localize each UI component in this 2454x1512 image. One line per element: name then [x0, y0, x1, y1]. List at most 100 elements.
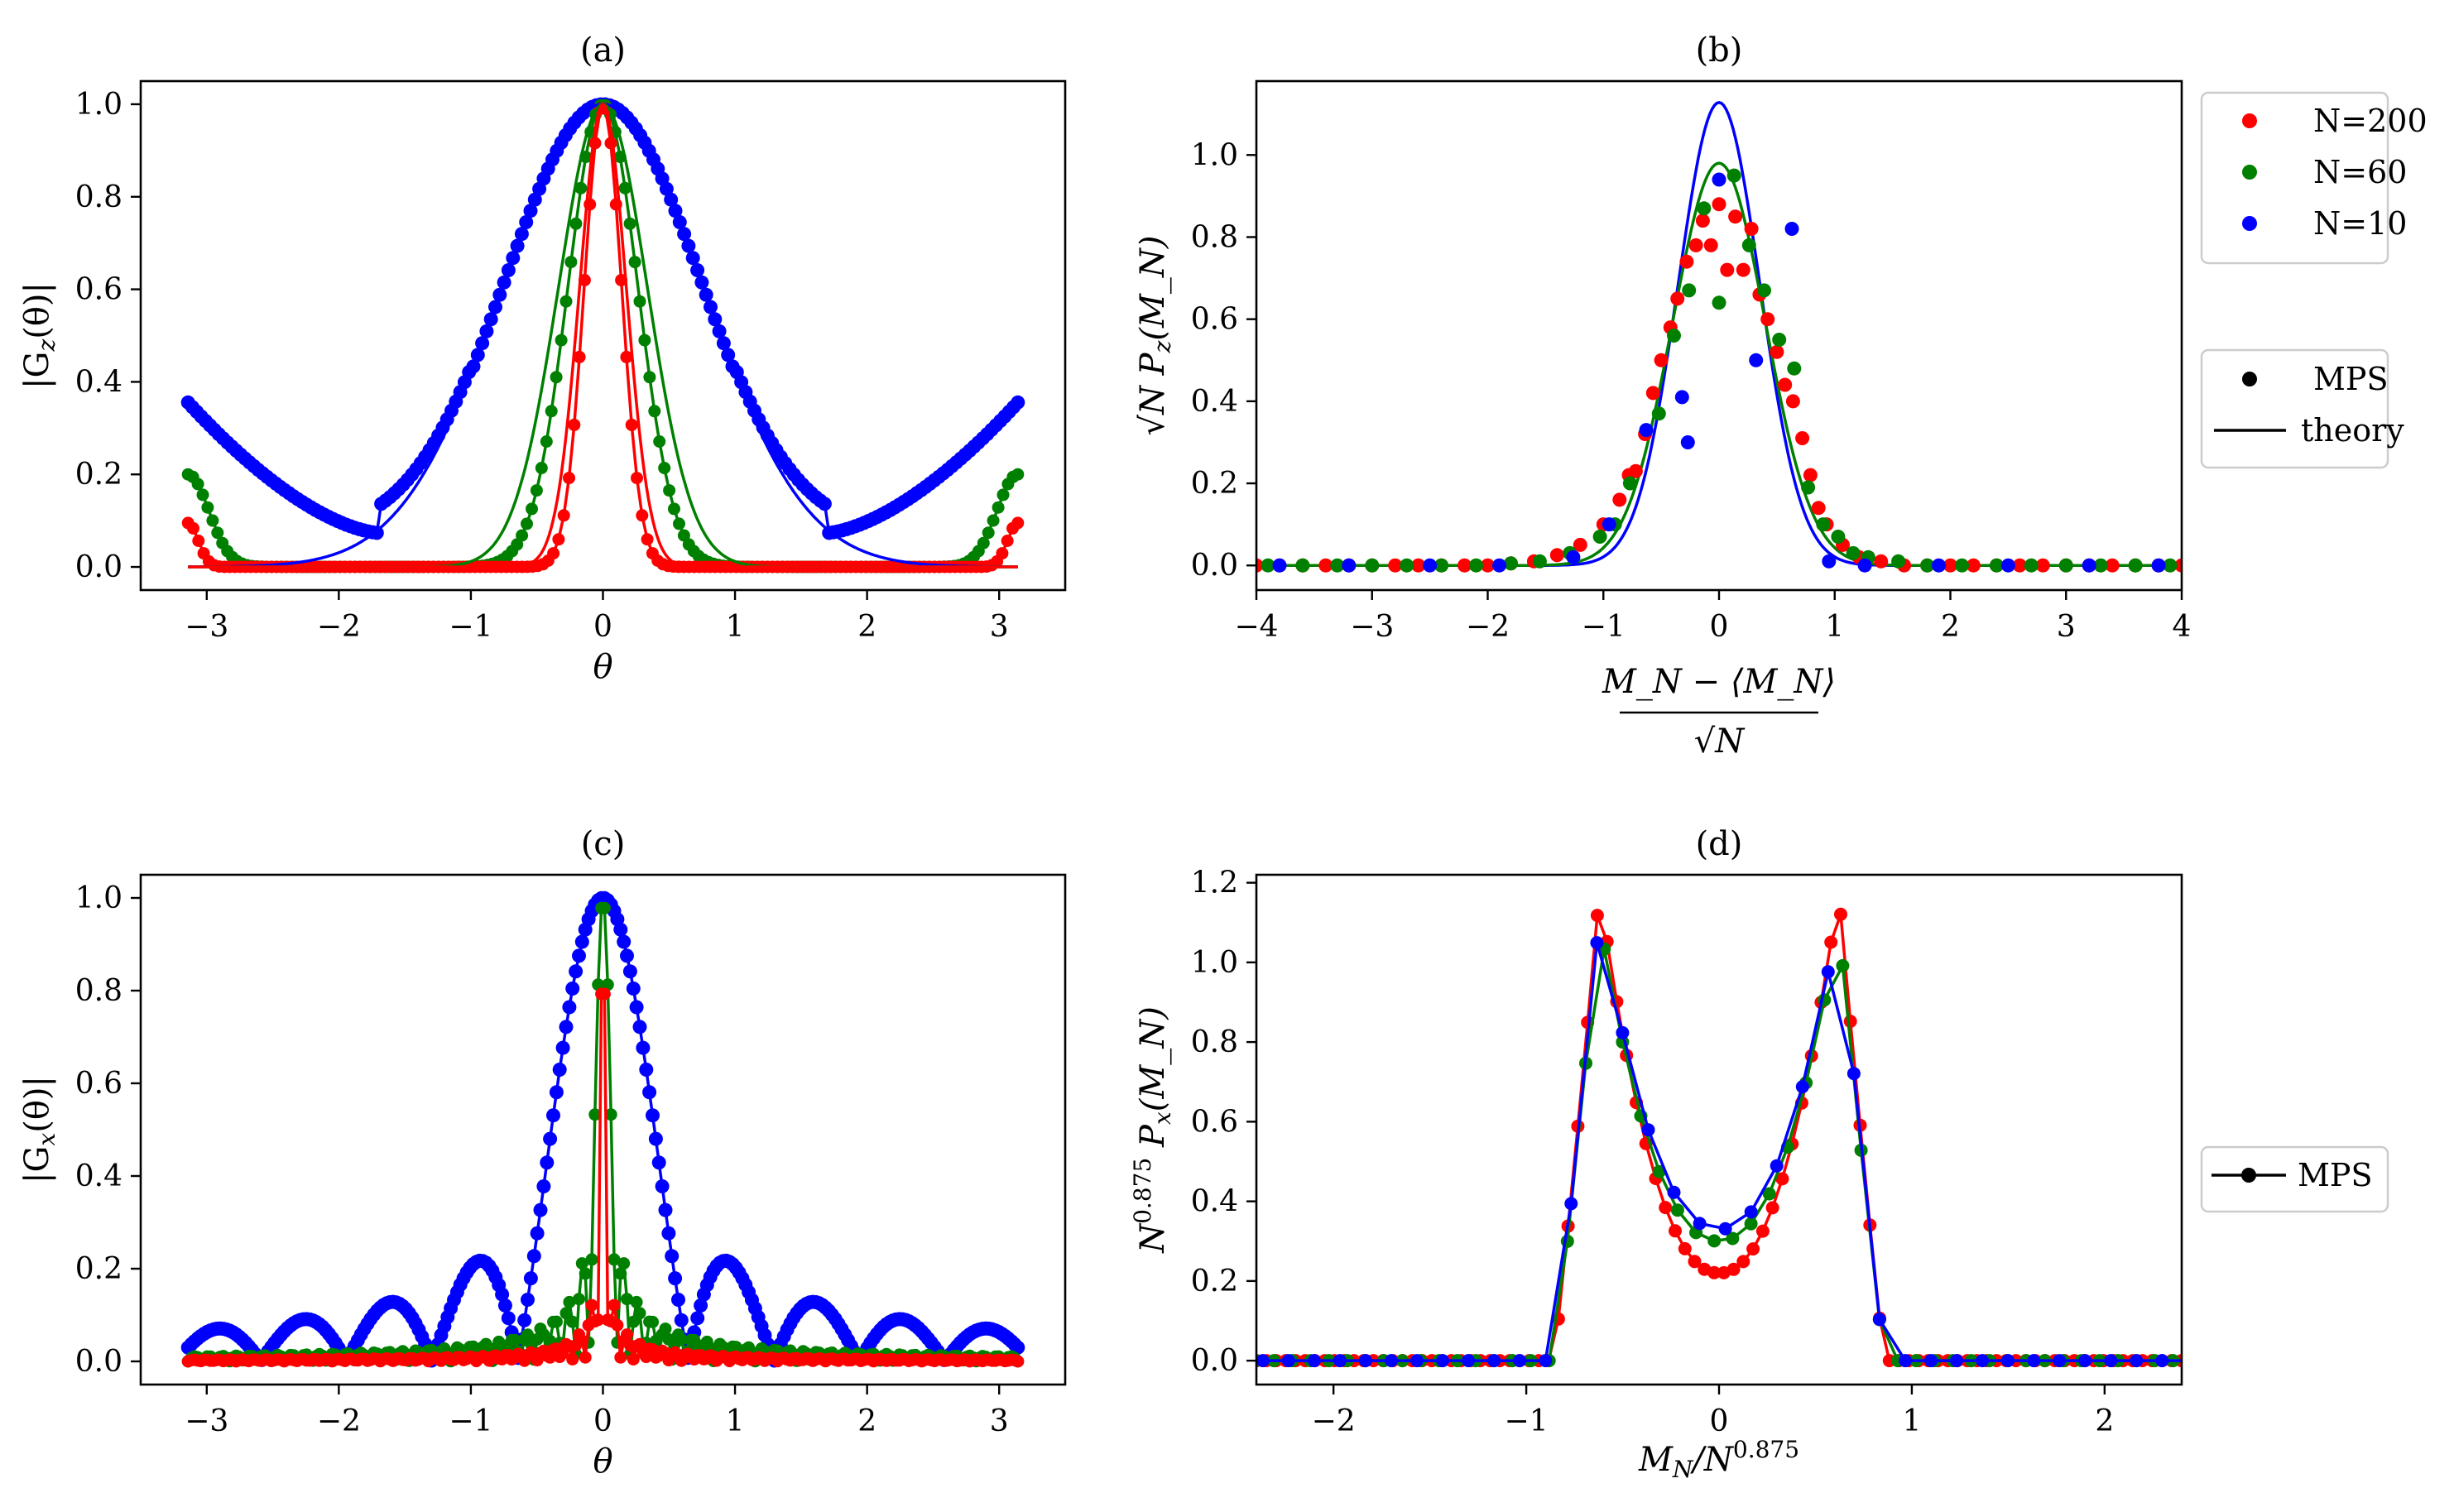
data-point — [1616, 1025, 1630, 1039]
data-point — [526, 502, 538, 516]
data-point — [1487, 1354, 1501, 1368]
data-point — [1821, 965, 1835, 979]
data-point — [675, 1332, 688, 1346]
data-point — [1688, 1255, 1702, 1269]
y-tick-label: 0.0 — [1191, 1344, 1238, 1378]
data-point — [1436, 1354, 1450, 1368]
data-point — [2035, 558, 2050, 573]
data-point — [1458, 558, 1472, 573]
data-point — [611, 1318, 624, 1332]
data-point — [643, 371, 656, 384]
y-label-main: N — [1134, 1222, 1172, 1254]
data-point — [1256, 558, 1264, 573]
y-tick-label: 0.8 — [75, 974, 122, 1008]
data-point — [1011, 516, 1025, 530]
legend-label: MPS — [2298, 1157, 2373, 1193]
data-point — [1697, 201, 1712, 216]
y-tick-label: 0.8 — [1191, 220, 1238, 254]
data-point — [1602, 517, 1616, 532]
y-label-tail: (θ)| — [18, 1076, 56, 1133]
data-point — [671, 1293, 685, 1307]
data-point — [1434, 558, 1449, 573]
y-axis-label: √N Pz(M_N) — [1134, 235, 1176, 435]
series-line — [186, 896, 1020, 1365]
y-label-tail: (M_N) — [1134, 1006, 1172, 1111]
data-point — [1718, 1222, 1732, 1236]
data-point — [630, 1295, 643, 1308]
data-point — [1667, 1185, 1681, 1199]
data-point — [2000, 558, 2015, 573]
data-point — [1843, 1015, 1857, 1029]
data-point — [550, 371, 563, 384]
data-point — [628, 256, 641, 269]
data-point — [1847, 1067, 1861, 1081]
data-point — [2174, 558, 2182, 573]
data-point — [1707, 1234, 1722, 1248]
x-tick-label: 2 — [857, 1404, 876, 1438]
data-point — [1659, 1201, 1673, 1215]
data-point — [536, 1179, 551, 1193]
data-point — [2155, 1354, 2169, 1368]
data-point — [1775, 1172, 1789, 1186]
data-point — [569, 964, 583, 979]
data-point — [555, 334, 568, 347]
series-line — [187, 103, 1019, 569]
data-point — [1295, 558, 1310, 573]
data-point — [1318, 558, 1333, 573]
x-tick-label: 3 — [990, 1404, 1009, 1438]
data-point — [564, 256, 578, 269]
x-label-sup: 0.875 — [1733, 1436, 1799, 1463]
data-point — [1693, 1217, 1707, 1231]
theory-line — [188, 102, 1018, 569]
data-point — [1834, 907, 1847, 921]
data-point — [1857, 558, 1872, 573]
data-point — [1803, 468, 1818, 482]
theory-line — [1256, 100, 2182, 567]
series-line — [1256, 914, 2182, 1362]
y-tick-label: 1.0 — [75, 881, 122, 915]
data-point — [1787, 361, 1802, 376]
x-tick-label: −3 — [1350, 610, 1394, 644]
x-tick-label: −2 — [1466, 610, 1510, 644]
legend-marker — [2242, 216, 2257, 231]
y-label-sup: 0.875 — [1129, 1158, 1156, 1224]
data-point — [1757, 283, 1771, 298]
data-point — [1836, 958, 1850, 972]
data-point — [559, 295, 573, 308]
series-line — [186, 906, 1020, 1367]
data-point — [1492, 558, 1506, 573]
data-point — [1989, 558, 2004, 573]
data-point — [2093, 558, 2108, 573]
data-point — [1388, 558, 1403, 573]
data-point — [607, 1253, 621, 1266]
data-point — [1846, 545, 1861, 560]
series-N=10 — [180, 97, 1025, 540]
legend-marker — [2242, 165, 2257, 180]
data-point — [1749, 353, 1764, 367]
data-point — [977, 536, 990, 550]
data-point — [575, 1334, 588, 1347]
theory-line — [188, 103, 1018, 569]
x-tick-label: 0 — [1710, 1404, 1729, 1438]
series-N=200 — [1256, 197, 2182, 573]
data-point — [1920, 558, 1935, 573]
data-point — [1307, 1354, 1321, 1368]
x-tick-label: −3 — [185, 1404, 228, 1438]
data-point — [668, 502, 680, 516]
data-point — [1654, 353, 1669, 367]
x-label-main: M — [1638, 1441, 1674, 1479]
panel-title: (a) — [580, 31, 626, 70]
data-point — [661, 1226, 676, 1241]
data-point — [1712, 295, 1726, 310]
data-point — [574, 934, 589, 949]
data-point — [1707, 1265, 1722, 1279]
data-point — [2053, 1354, 2067, 1368]
data-point — [1784, 222, 1799, 236]
series-N=60 — [1261, 168, 2178, 573]
y-axis-label: |Gz(θ)| — [18, 282, 60, 389]
y-tick-label: 1.2 — [1191, 866, 1238, 900]
data-point — [2130, 1354, 2144, 1368]
data-point — [620, 350, 633, 363]
data-point — [638, 334, 651, 347]
data-point — [521, 1293, 535, 1307]
